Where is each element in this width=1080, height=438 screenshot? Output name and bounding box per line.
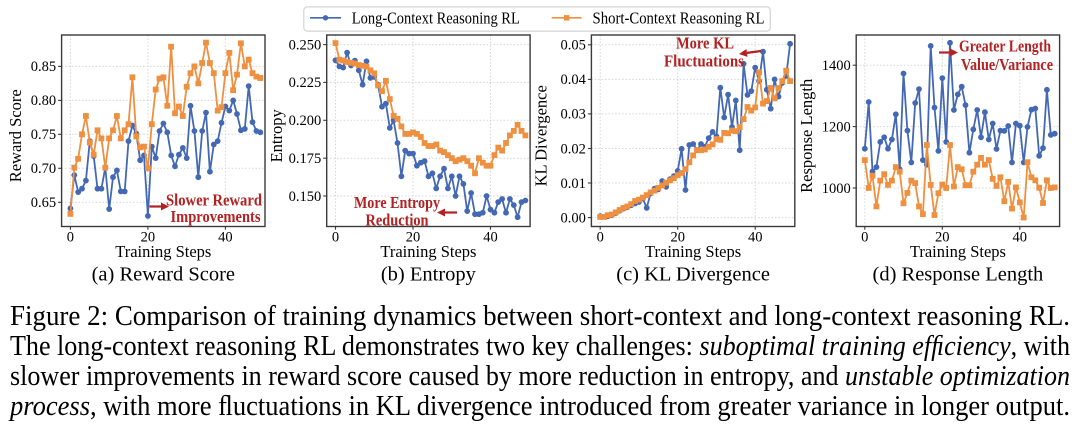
svg-text:0: 0 <box>332 230 339 246</box>
svg-text:0.00: 0.00 <box>561 210 586 226</box>
svg-text:(b) Entropy: (b) Entropy <box>381 264 477 286</box>
svg-text:Training Steps: Training Steps <box>115 242 211 261</box>
svg-text:Short-Context Reasoning RL: Short-Context Reasoning RL <box>593 9 765 28</box>
svg-text:(a) Reward Score: (a) Reward Score <box>92 264 235 286</box>
svg-text:40: 40 <box>218 230 233 246</box>
svg-text:Long-Context Reasoning RL: Long-Context Reasoning RL <box>352 9 520 28</box>
svg-text:Reduction: Reduction <box>366 211 429 230</box>
svg-text:0.200: 0.200 <box>289 113 322 129</box>
svg-text:0.02: 0.02 <box>561 141 586 157</box>
svg-text:Reward Score: Reward Score <box>6 89 25 182</box>
svg-text:0.250: 0.250 <box>289 37 322 53</box>
svg-text:Response Length: Response Length <box>797 78 816 193</box>
svg-text:0.75: 0.75 <box>31 127 56 143</box>
svg-text:40: 40 <box>1013 230 1028 246</box>
svg-text:More Entropy: More Entropy <box>354 193 441 212</box>
svg-text:Improvements: Improvements <box>171 207 262 226</box>
svg-text:1400: 1400 <box>822 58 851 74</box>
svg-text:Training Steps: Training Steps <box>645 242 741 261</box>
svg-text:More KL: More KL <box>676 34 734 53</box>
svg-text:20: 20 <box>406 230 421 246</box>
svg-text:40: 40 <box>748 230 763 246</box>
svg-text:(d) Response Length: (d) Response Length <box>873 264 1044 286</box>
svg-text:20: 20 <box>935 230 950 246</box>
svg-text:0: 0 <box>67 230 74 246</box>
svg-text:Entropy: Entropy <box>267 108 286 162</box>
svg-text:0.175: 0.175 <box>289 151 322 167</box>
svg-text:0.85: 0.85 <box>31 59 56 75</box>
svg-text:0.01: 0.01 <box>561 176 586 192</box>
svg-text:0.80: 0.80 <box>31 93 56 109</box>
svg-text:0.04: 0.04 <box>561 72 587 88</box>
svg-text:20: 20 <box>670 230 685 246</box>
svg-text:0.65: 0.65 <box>31 195 56 211</box>
svg-text:0.70: 0.70 <box>31 161 56 177</box>
svg-text:Greater Length: Greater Length <box>959 37 1051 56</box>
svg-text:Value/Variance: Value/Variance <box>961 55 1053 74</box>
svg-text:1200: 1200 <box>822 119 851 135</box>
svg-text:(c) KL Divergence: (c) KL Divergence <box>616 264 770 286</box>
svg-text:KL Divergence: KL Divergence <box>532 85 551 186</box>
svg-text:0: 0 <box>597 230 604 246</box>
svg-text:0.225: 0.225 <box>289 75 322 91</box>
svg-text:Training Steps: Training Steps <box>910 242 1006 261</box>
svg-text:1000: 1000 <box>822 181 851 197</box>
svg-text:Training Steps: Training Steps <box>380 242 476 261</box>
svg-text:20: 20 <box>141 230 156 246</box>
svg-text:40: 40 <box>483 230 498 246</box>
svg-text:0.150: 0.150 <box>289 189 322 205</box>
svg-text:0.05: 0.05 <box>561 38 586 54</box>
svg-text:0.03: 0.03 <box>561 107 586 123</box>
svg-text:Slower Reward: Slower Reward <box>166 191 262 210</box>
svg-text:Fluctuations: Fluctuations <box>664 52 745 71</box>
svg-text:0: 0 <box>861 230 868 246</box>
